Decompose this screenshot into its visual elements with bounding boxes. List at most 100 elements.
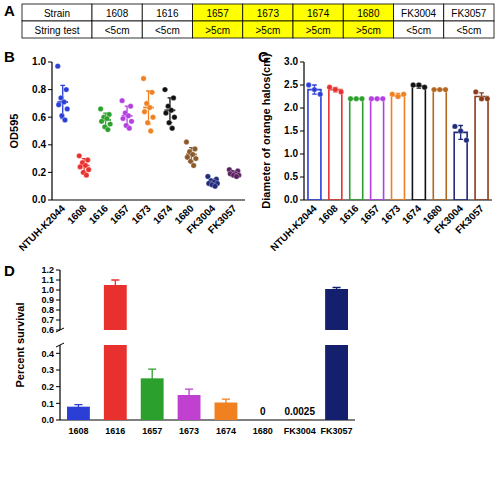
y-tick-label: 0.3: [41, 365, 54, 375]
marks: [55, 63, 241, 188]
point: [148, 128, 153, 133]
x-tick-label: FK3057: [321, 426, 353, 436]
cell-text: 1608: [106, 8, 129, 19]
y-tick-label: 0.0: [41, 415, 54, 425]
y-tick-label: 1.1: [41, 275, 54, 285]
y-tick: [300, 177, 304, 178]
point: [327, 85, 332, 90]
cell-text: FK3057: [451, 8, 486, 19]
y-tick: [56, 280, 60, 281]
panel-label: D: [4, 262, 15, 279]
point: [84, 172, 89, 177]
y-tick-label: 0.6: [32, 112, 46, 123]
point: [98, 106, 103, 111]
point: [422, 85, 427, 90]
point: [65, 106, 70, 111]
y-tick-label: 1.0: [32, 56, 46, 67]
x-tick-label: 1608: [316, 202, 340, 226]
y-tick-label: 0.0: [284, 194, 298, 205]
x-tick-label: 1674: [151, 202, 175, 226]
error-bar: [312, 85, 317, 94]
axis-break: [56, 328, 64, 332]
x-tick-label: NTUH-K2044: [268, 202, 319, 253]
point: [169, 126, 174, 131]
x-tick-label: 1673: [179, 426, 199, 436]
bar: [412, 86, 425, 200]
point: [452, 124, 457, 129]
point: [107, 121, 112, 126]
table-cell: [142, 4, 192, 21]
y-tick: [48, 200, 52, 201]
point: [380, 96, 385, 101]
y-tick: [48, 172, 52, 173]
point: [162, 87, 167, 92]
y-tick-label: 0.4: [41, 349, 54, 359]
bar: [308, 90, 321, 200]
point: [212, 184, 217, 189]
bar: [329, 90, 342, 200]
x-tick-label: 1673: [129, 202, 153, 226]
point: [479, 96, 484, 101]
point: [105, 127, 110, 132]
point: [55, 63, 60, 68]
table-cell: [293, 4, 343, 21]
error-bar: [458, 125, 463, 139]
point: [464, 138, 469, 143]
y-tick: [56, 320, 60, 321]
point: [443, 87, 448, 92]
y-tick-label: 0.7: [41, 315, 54, 325]
cell-text: String test: [34, 25, 79, 36]
point: [142, 109, 147, 114]
y-tick: [300, 154, 304, 155]
bar: [215, 403, 238, 421]
point: [86, 167, 91, 172]
cell-text: <5cm: [105, 25, 130, 36]
point: [99, 119, 104, 124]
table-cell: [193, 21, 243, 38]
bar: [104, 285, 127, 420]
cell-text: 1674: [307, 8, 330, 19]
point: [401, 92, 406, 97]
point: [119, 98, 124, 103]
cell-text: >5cm: [306, 25, 331, 36]
x-tick-label: FK3004: [284, 426, 316, 436]
point: [77, 164, 82, 169]
y-tick: [56, 330, 60, 331]
x-tick-label: 1616: [105, 426, 125, 436]
point: [437, 87, 442, 92]
point: [234, 174, 239, 179]
x-tick-label: 1608: [65, 202, 89, 226]
y-axis-label: OD595: [8, 114, 20, 149]
point: [85, 157, 90, 162]
table-cell: [193, 4, 243, 21]
point: [306, 82, 311, 87]
point: [163, 110, 168, 115]
y-tick-label: 0.5: [284, 171, 298, 182]
point: [145, 120, 150, 125]
point: [473, 89, 478, 94]
point: [129, 119, 134, 124]
cell-text: <5cm: [457, 25, 482, 36]
y-tick: [56, 370, 60, 371]
cell-text: >5cm: [356, 25, 381, 36]
cell-text: <5cm: [155, 25, 180, 36]
y-tick: [300, 62, 304, 63]
point: [395, 94, 400, 99]
y-tick-label: 2.0: [284, 102, 298, 113]
point: [338, 89, 343, 94]
panel-label: B: [4, 48, 15, 65]
x-tick-label: 1673: [379, 202, 403, 226]
point: [333, 87, 338, 92]
point: [192, 146, 197, 151]
table-cell: [92, 21, 142, 38]
point: [56, 102, 61, 107]
y-tick: [48, 89, 52, 90]
y-tick: [48, 117, 52, 118]
x-tick-label: 1674: [216, 426, 236, 436]
table-cell: [444, 21, 494, 38]
point: [184, 139, 189, 144]
point: [431, 87, 436, 92]
point: [193, 156, 198, 161]
bar: [325, 289, 348, 420]
cell-text: >5cm: [256, 25, 281, 36]
